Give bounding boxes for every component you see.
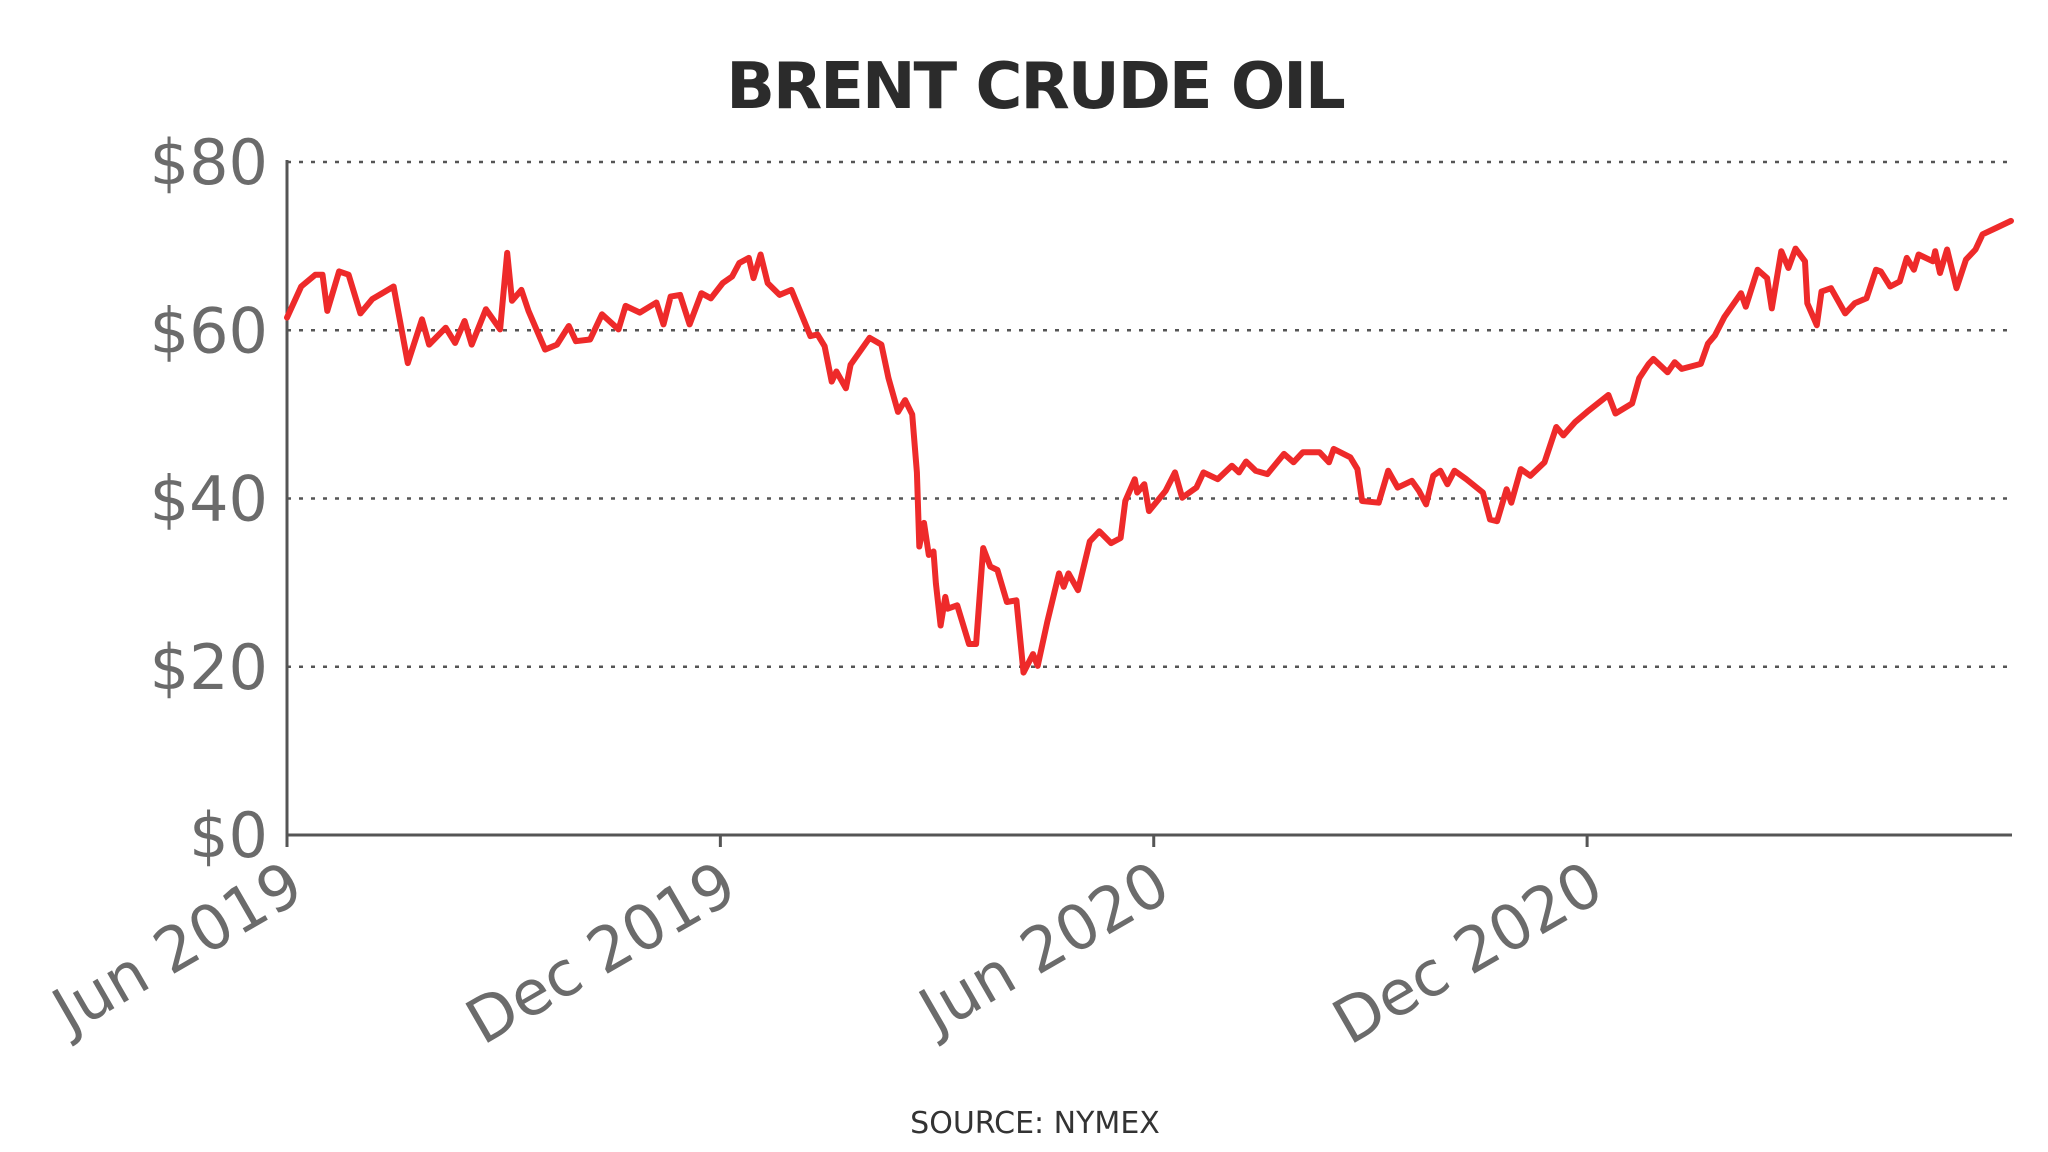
chart-title: BRENT CRUDE OIL [726, 50, 1345, 124]
y-tick-label: $0 [189, 799, 268, 872]
x-tick-label: Jun 2020 [904, 847, 1182, 1049]
y-tick-label: $20 [150, 631, 268, 704]
y-tick-label: $40 [150, 463, 268, 536]
data-points [286, 220, 2012, 673]
x-tick-label: Jun 2019 [37, 847, 315, 1049]
series-line-brent [284, 217, 2014, 676]
y-tick-label: $60 [150, 294, 268, 367]
gridlines [287, 160, 2011, 668]
y-tick-label: $80 [150, 126, 268, 199]
y-axis-ticks: $0 $20 $40 $60 $80 [150, 126, 268, 872]
x-tick-label: Dec 2019 [454, 847, 748, 1059]
source-note: SOURCE: NYMEX [910, 1106, 1160, 1141]
x-axis-ticks: Jun 2019 Dec 2019 Jun 2020 Dec 2020 [37, 835, 1615, 1059]
x-tick-label: Dec 2020 [1320, 847, 1614, 1059]
